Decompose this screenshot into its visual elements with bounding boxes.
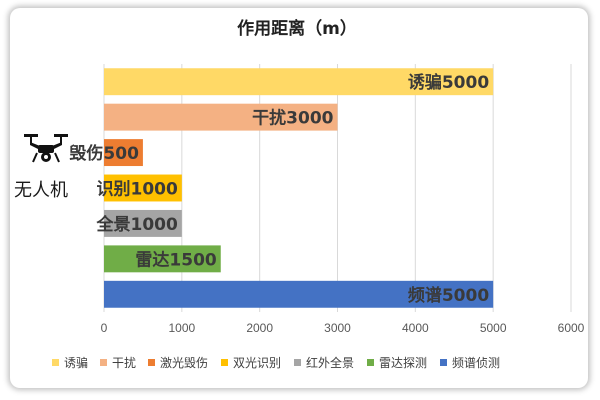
x-tick-label: 1000 xyxy=(168,321,195,335)
bar-data-label: 全景1000 xyxy=(96,214,178,235)
bar-data-label: 雷达1500 xyxy=(135,249,216,270)
bar-data-label: 毁伤500 xyxy=(69,143,139,164)
legend-label: 干扰 xyxy=(112,356,136,370)
bar xyxy=(104,209,182,237)
legend-label: 频谱侦测 xyxy=(452,356,500,370)
bars xyxy=(104,68,494,308)
legend-label: 双光识别 xyxy=(233,356,281,370)
bar xyxy=(104,280,494,308)
x-tick-label: 3000 xyxy=(324,321,351,335)
bar-data-label: 诱骗5000 xyxy=(408,72,489,93)
legend-swatch xyxy=(100,359,107,366)
bar-labels: 诱骗5000 干扰3000 毁伤500 识别1000 全景1000 雷达1500 频谱500… xyxy=(69,72,489,306)
bar-data-label: 频谱5000 xyxy=(408,285,489,306)
legend-swatch xyxy=(52,359,59,366)
bar xyxy=(104,68,494,96)
sidebar-label: 无人机 xyxy=(14,180,68,201)
legend-swatch xyxy=(148,359,155,366)
x-tick-label: 4000 xyxy=(402,321,429,335)
bar-data-label: 干扰3000 xyxy=(252,108,333,129)
legend-label: 激光毁伤 xyxy=(160,355,208,370)
legend-swatch xyxy=(367,359,374,366)
bar xyxy=(104,245,221,273)
chart-title: 作用距离（m） xyxy=(237,18,357,39)
drone-icon xyxy=(24,134,68,163)
bar-data-label: 识别1000 xyxy=(97,180,178,200)
x-tick-label: 0 xyxy=(101,321,108,335)
x-tick-label: 6000 xyxy=(558,321,585,335)
legend-swatch xyxy=(440,359,447,366)
legend-label: 雷达探测 xyxy=(379,356,427,370)
x-tick-label: 2000 xyxy=(246,321,273,335)
legend-swatch xyxy=(294,359,301,366)
bar xyxy=(104,103,338,131)
legend-label: 红外全景 xyxy=(306,355,354,370)
bar xyxy=(104,139,143,167)
x-ticks: 0 1000 2000 3000 4000 5000 6000 xyxy=(101,321,585,335)
bar xyxy=(104,174,182,202)
legend-swatch xyxy=(221,359,228,366)
x-tick-label: 5000 xyxy=(480,321,507,335)
legend: 诱骗 干扰 激光毁伤 双光识别 红外全景 雷达探测 频谱侦测 xyxy=(52,355,500,370)
legend-label: 诱骗 xyxy=(64,355,88,370)
